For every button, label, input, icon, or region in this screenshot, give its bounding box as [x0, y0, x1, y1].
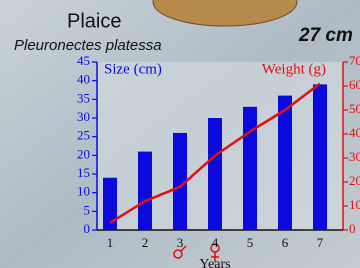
y2-tick-label: 0: [349, 221, 356, 236]
y-tick-label: 30: [77, 109, 90, 124]
bar: [313, 84, 327, 230]
y2-tick-label: 10: [349, 197, 360, 212]
y-tick-label: 45: [77, 53, 90, 68]
annotation: 27 cm: [298, 25, 353, 46]
chart: Plaice Pleuronectes platessa 27 cm Size …: [0, 0, 360, 268]
bar: [278, 96, 292, 230]
x-tick-label: 5: [247, 235, 254, 250]
x-tick-label: 4: [212, 235, 219, 250]
y-tick-label: 10: [77, 184, 90, 199]
y2-tick-label: 60: [349, 77, 360, 92]
x-tick-label: 6: [282, 235, 289, 250]
y-tick-label: 15: [77, 165, 90, 180]
y-tick-label: 35: [77, 90, 90, 105]
x-tick-label: 3: [177, 235, 184, 250]
y2-tick-label: 30: [349, 149, 360, 164]
y-tick-label: 0: [84, 221, 91, 236]
y2-tick-label: 20: [349, 173, 360, 188]
y2-tick-label: 70: [349, 53, 360, 68]
bar: [138, 152, 152, 230]
y2-axis-label: Weight (g): [262, 61, 326, 77]
subtitle: Pleuronectes platessa: [14, 37, 162, 54]
x-tick-label: 7: [317, 235, 324, 250]
chart-title: Plaice: [67, 10, 121, 32]
y-tick-label: 20: [77, 146, 90, 161]
y-tick-label: 5: [84, 202, 91, 217]
x-tick-label: 1: [107, 235, 114, 250]
y-tick-label: 40: [77, 72, 90, 87]
y-tick-label: 25: [77, 128, 90, 143]
y2-tick-label: 40: [349, 125, 360, 140]
y2-tick-label: 50: [349, 101, 360, 116]
y-axis-label: Size (cm): [104, 61, 162, 77]
x-tick-label: 2: [142, 235, 149, 250]
bar: [208, 118, 222, 230]
bar: [243, 107, 257, 230]
